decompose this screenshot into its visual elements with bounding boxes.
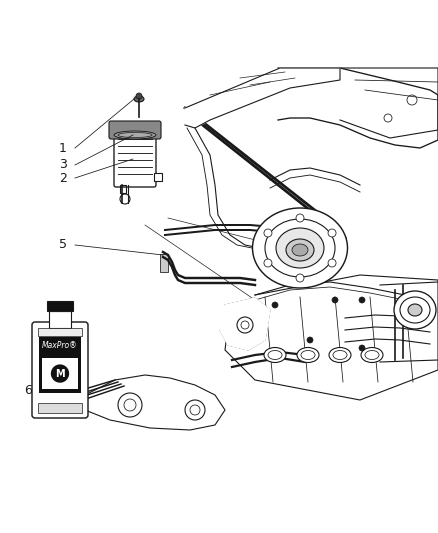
Bar bbox=[120, 185, 126, 193]
Bar bbox=[42, 358, 78, 389]
FancyBboxPatch shape bbox=[114, 131, 156, 187]
Ellipse shape bbox=[361, 348, 383, 362]
Ellipse shape bbox=[252, 208, 347, 288]
Ellipse shape bbox=[134, 96, 144, 102]
Ellipse shape bbox=[286, 239, 314, 261]
Circle shape bbox=[264, 229, 272, 237]
Ellipse shape bbox=[264, 348, 286, 362]
Circle shape bbox=[272, 302, 278, 308]
Ellipse shape bbox=[118, 133, 152, 138]
Ellipse shape bbox=[297, 348, 319, 362]
Ellipse shape bbox=[114, 131, 156, 139]
Circle shape bbox=[136, 93, 142, 99]
Bar bbox=[38, 403, 82, 413]
Ellipse shape bbox=[292, 244, 308, 256]
Text: M: M bbox=[55, 368, 65, 378]
Bar bbox=[160, 254, 168, 272]
Circle shape bbox=[296, 214, 304, 222]
Circle shape bbox=[264, 259, 272, 267]
Text: MaxPro®: MaxPro® bbox=[42, 341, 78, 350]
Polygon shape bbox=[225, 275, 438, 400]
Ellipse shape bbox=[329, 348, 351, 362]
Polygon shape bbox=[220, 298, 270, 350]
Circle shape bbox=[359, 297, 365, 303]
Text: 3: 3 bbox=[59, 158, 67, 172]
FancyBboxPatch shape bbox=[109, 121, 161, 139]
Text: 5: 5 bbox=[59, 238, 67, 252]
Bar bbox=[49, 311, 71, 328]
Circle shape bbox=[296, 274, 304, 282]
Ellipse shape bbox=[276, 228, 324, 268]
FancyBboxPatch shape bbox=[32, 322, 88, 418]
Text: 1: 1 bbox=[59, 141, 67, 155]
Circle shape bbox=[50, 364, 70, 384]
Bar bbox=[39, 337, 81, 393]
Ellipse shape bbox=[394, 291, 436, 329]
Bar bbox=[38, 328, 82, 336]
Polygon shape bbox=[185, 68, 340, 128]
Text: 6: 6 bbox=[24, 384, 32, 397]
Circle shape bbox=[307, 337, 313, 343]
Ellipse shape bbox=[408, 304, 422, 316]
Circle shape bbox=[328, 229, 336, 237]
Bar bbox=[154, 173, 162, 181]
Text: 2: 2 bbox=[59, 172, 67, 184]
Bar bbox=[47, 301, 73, 311]
Circle shape bbox=[328, 259, 336, 267]
Circle shape bbox=[332, 297, 338, 303]
Circle shape bbox=[359, 345, 365, 351]
